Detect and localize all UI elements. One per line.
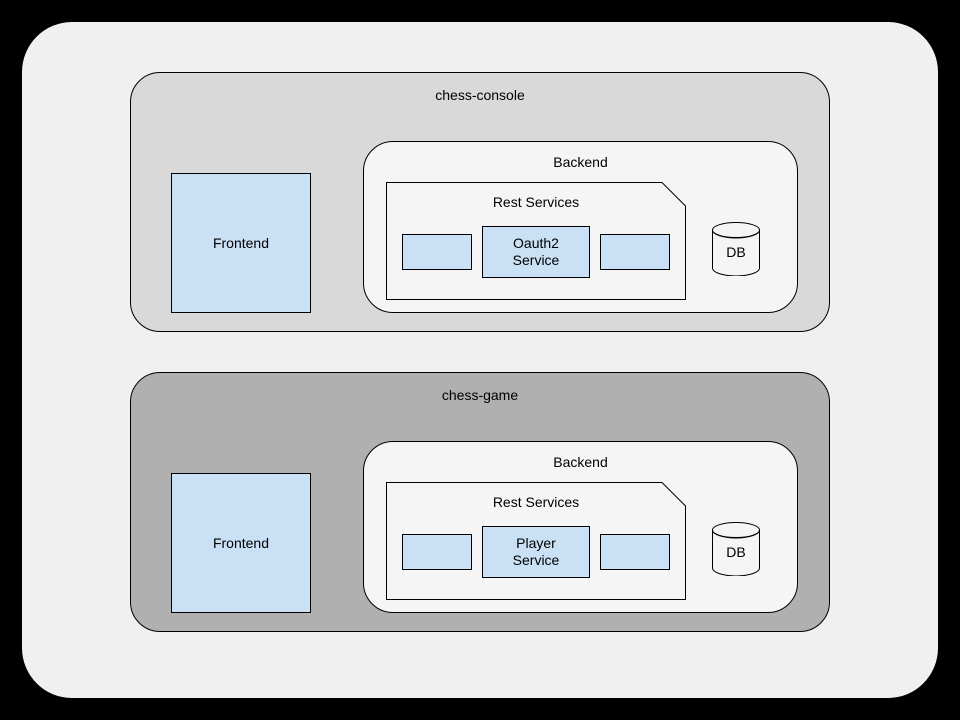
frontend-label: Frontend	[213, 535, 269, 551]
service-node: Oauth2Service	[482, 226, 590, 278]
db-label: DB	[712, 544, 760, 560]
backend-panel: Backend Rest Services Oauth2Service DB	[363, 141, 798, 313]
module-chess-game: chess-game Frontend Backend Rest Services Pl…	[130, 372, 830, 632]
service-node	[600, 534, 670, 570]
service-node: PlayerService	[482, 526, 590, 578]
module-title: chess-game	[442, 387, 518, 403]
db-icon: DB	[712, 222, 760, 278]
frontend-node: Frontend	[171, 473, 311, 613]
rest-services-panel: Rest Services PlayerService	[386, 482, 686, 600]
service-label: Oauth2Service	[513, 235, 560, 269]
db-icon: DB	[712, 522, 760, 578]
rest-services-title: Rest Services	[493, 494, 579, 510]
module-chess-console: chess-console Frontend Backend Rest Service…	[130, 72, 830, 332]
rest-services-panel: Rest Services Oauth2Service	[386, 182, 686, 300]
backend-title: Backend	[553, 154, 607, 170]
backend-panel: Backend Rest Services PlayerService DB	[363, 441, 798, 613]
service-node	[402, 234, 472, 270]
service-node	[600, 234, 670, 270]
frontend-label: Frontend	[213, 235, 269, 251]
frontend-node: Frontend	[171, 173, 311, 313]
module-title: chess-console	[435, 87, 525, 103]
rest-services-title: Rest Services	[493, 194, 579, 210]
service-node	[402, 534, 472, 570]
service-label: PlayerService	[513, 535, 560, 569]
db-label: DB	[712, 244, 760, 260]
backend-title: Backend	[553, 454, 607, 470]
